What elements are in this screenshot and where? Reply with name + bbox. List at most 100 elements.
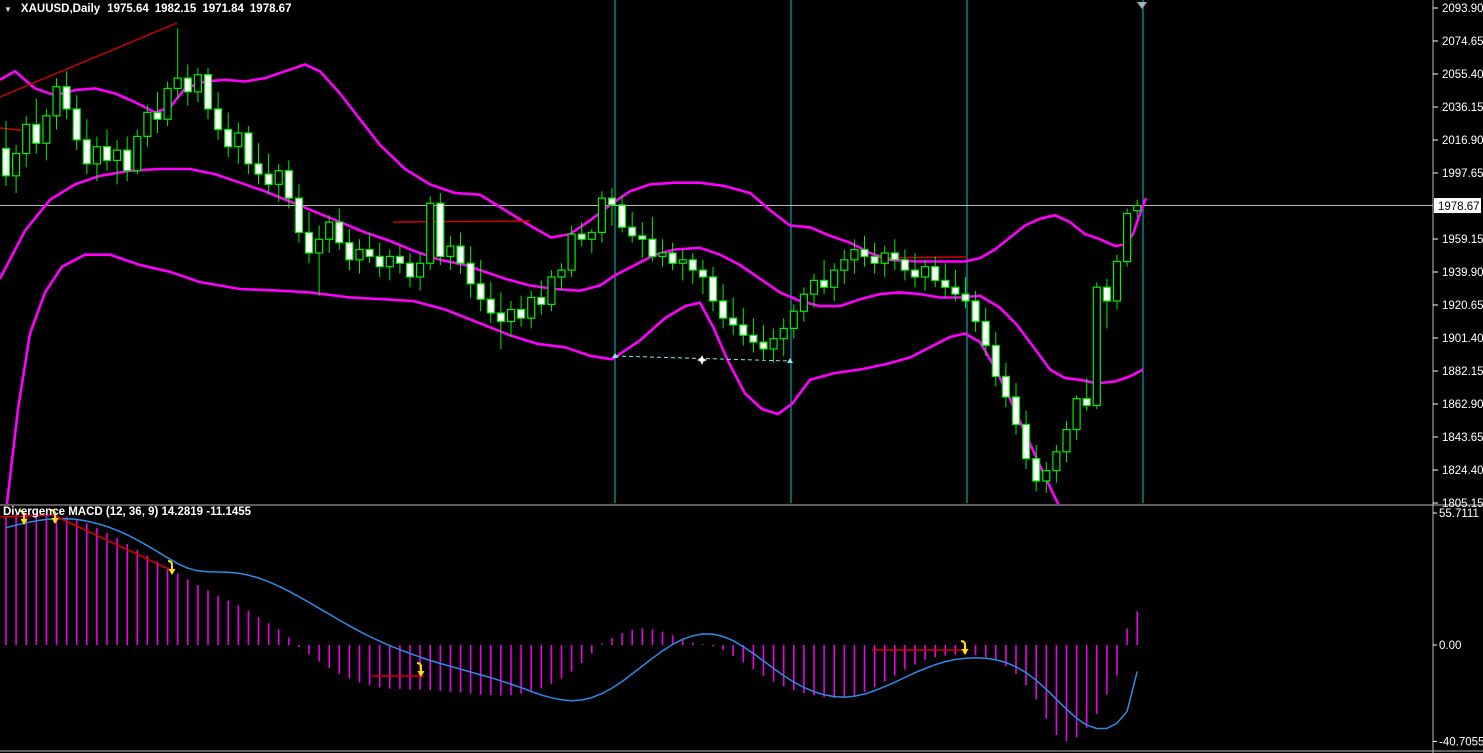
high-value: 1982.15 [154,3,197,15]
candle-body [274,170,283,186]
candle-body [123,149,132,172]
close-value: 1978.67 [249,3,292,15]
candle-body [1052,451,1061,472]
candle-body [1133,204,1142,212]
candle-body [830,269,839,288]
candle-body [1072,398,1081,431]
bollinger-lower-band [5,253,1060,504]
candle-body [32,123,41,144]
candle-body [325,221,334,240]
candle-body [416,262,425,278]
signal-arrow-icon [960,640,966,650]
price-axis-label: 1862.90 [1442,399,1483,411]
candle-body [729,317,738,326]
candle-body [244,132,253,165]
candle-body [284,170,293,199]
mouse-cursor-icon [1137,2,1147,9]
open-value: 1975.64 [107,3,149,15]
candle-body [537,296,546,306]
candle-body [678,259,687,264]
trend-line [392,220,531,223]
candle-body [203,74,213,110]
candle-body [587,231,596,240]
signal-arrow-icon [417,671,425,677]
indicator-axis-label: 55.7111 [1439,508,1479,520]
candle-body [1,147,11,177]
candle-body [254,163,263,175]
candle-body [577,233,586,240]
divergence-arrow-icon [787,358,793,363]
candle-body [264,173,273,186]
candle-body [22,123,31,155]
candle-body [1102,286,1112,302]
signal-arrow-icon [50,509,59,524]
candle-body [234,132,243,148]
price-axis-label: 2036.15 [1442,102,1483,114]
signal-arrow-icon [416,662,422,672]
signal-arrow-icon [416,662,425,677]
candle-body [860,248,869,258]
signal-arrow-icon [168,569,176,575]
price-axis-label: 2074.65 [1442,36,1483,48]
candle-body [456,245,465,264]
candle-body [1001,375,1011,398]
candle-body [436,202,445,258]
price-pane[interactable] [0,0,1433,529]
candle-body [72,108,81,141]
candle-body [527,296,536,319]
candle-body [345,242,354,261]
candle-body [62,86,71,110]
candle-body [991,344,1000,378]
price-axis-label: 2055.40 [1442,69,1483,81]
candle-body [557,269,566,278]
candle-body [375,255,384,268]
candle-body [981,320,990,347]
candle-body [971,300,980,323]
price-axis-label: 1920.65 [1442,300,1483,312]
candle-body [315,238,324,254]
candle-body [698,269,708,278]
candle-body [607,197,617,206]
candle-body [1021,423,1031,460]
candle-body [476,283,485,300]
candle-body [92,146,102,165]
candle-body [799,293,809,312]
candle-body [779,327,788,340]
candle-body [840,259,849,271]
candle-body [42,115,51,144]
price-axis-label: 1882.15 [1442,366,1483,378]
signal-arrow-icon [960,640,969,655]
candle-body [567,233,576,271]
candle-body [850,248,859,261]
candle-body [1032,458,1041,482]
candle-body [395,255,404,264]
star-marker-icon [697,355,707,365]
candle-body [516,308,526,319]
candle-body [597,197,607,234]
indicator-axis-label: -40.7055 [1439,736,1483,748]
indicator-axis-label: 0.00 [1439,640,1461,652]
candle-body [628,226,637,237]
candle-body [224,128,233,148]
trend-line [0,22,178,98]
signal-arrow-icon [20,519,28,525]
candle-body [52,86,61,117]
candle-body [870,255,879,264]
candle-body [143,111,152,138]
signal-arrow-icon [19,510,28,525]
candle-body [153,111,162,120]
price-axis[interactable]: 2093.90 2074.65 2055.40 2036.15 2016.90 1997.… [1432,0,1483,753]
symbol-dropdown-icon[interactable]: ▼ [4,4,12,14]
price-axis-label: 1901.40 [1442,333,1483,345]
candle-body [163,87,172,120]
low-value: 1971.84 [202,3,244,15]
candle-body [1122,212,1132,263]
signal-arrow-icon [167,560,176,575]
price-axis-label: 1939.90 [1442,267,1483,279]
candle-body [1082,398,1091,407]
candle-body [446,245,455,258]
indicator-pane[interactable] [0,509,1138,742]
candle-body [102,146,112,162]
